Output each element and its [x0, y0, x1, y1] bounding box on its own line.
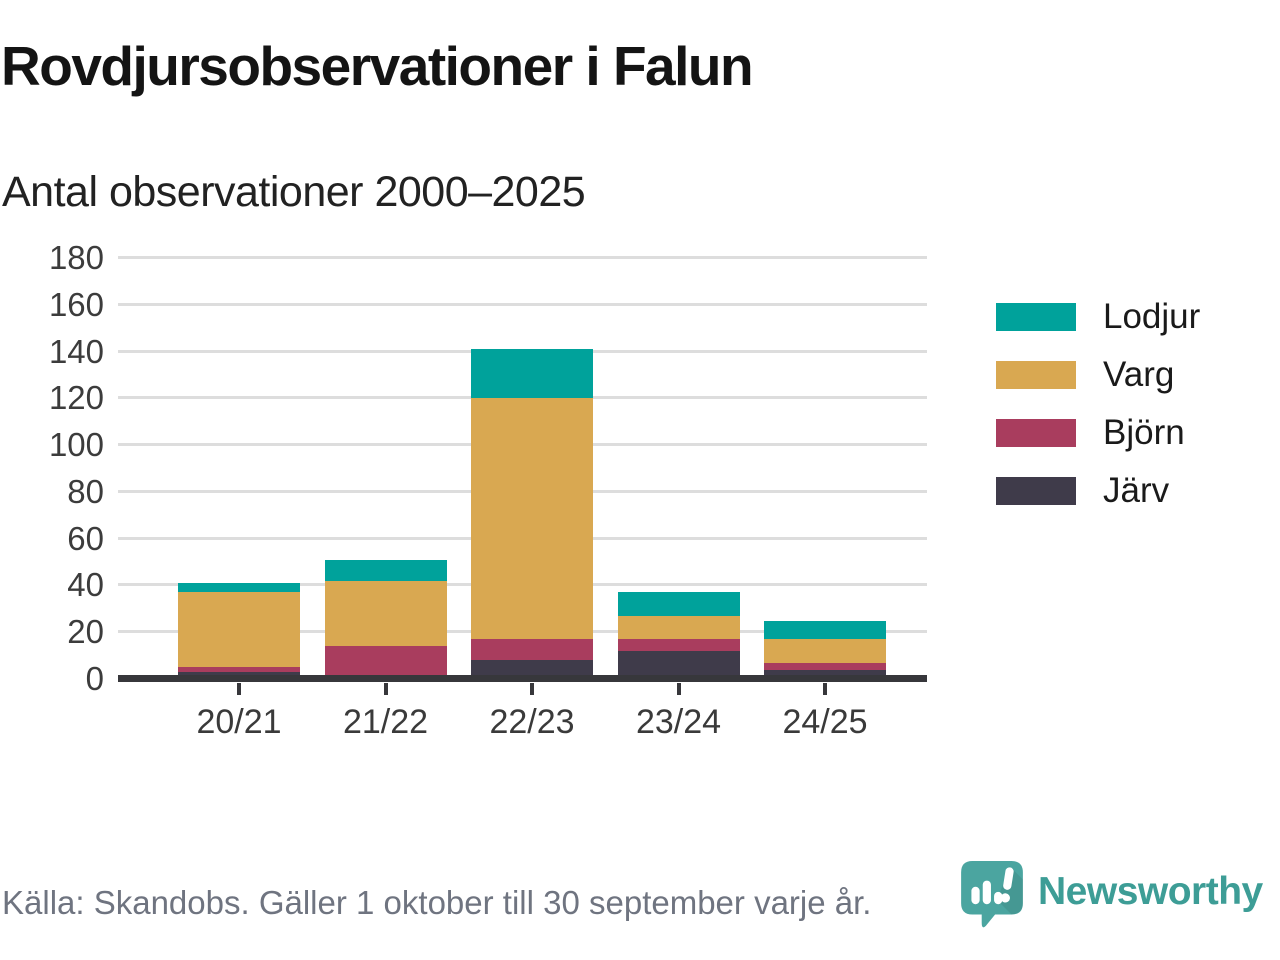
- y-axis-label: 120: [48, 379, 104, 417]
- bar-segment-björn-21-22: [324, 646, 447, 679]
- bar-segment-järv-24-25: [764, 669, 886, 679]
- bar-segment-björn-20-21: [178, 667, 300, 672]
- y-axis-label: 100: [48, 426, 104, 464]
- legend-swatch: [996, 477, 1076, 505]
- x-axis-label: 20/21: [196, 703, 282, 741]
- legend-item-järv: Järv: [996, 471, 1200, 510]
- legend-label: Lodjur: [1103, 297, 1201, 336]
- x-axis-label: 22/23: [489, 703, 575, 741]
- bar-segment-björn-22-23: [471, 639, 593, 661]
- x-axis-line: [118, 675, 927, 682]
- legend: Lodjur Varg Björn Järv: [996, 297, 1200, 535]
- bar-segment-varg-24-25: [764, 639, 886, 663]
- chart-title: Rovdjursobservationer i Falun: [1, 35, 754, 97]
- y-axis-label: 80: [67, 472, 104, 510]
- bar-segment-lodjur-22-23: [471, 349, 593, 399]
- source-note: Källa: Skandobs. Gäller 1 oktober till 3…: [2, 884, 872, 921]
- y-axis-label: 20: [67, 613, 104, 651]
- y-axis-label: 140: [48, 332, 104, 370]
- x-axis-tick: [237, 683, 241, 695]
- y-axis-label: 60: [67, 519, 104, 557]
- legend-swatch: [996, 303, 1076, 331]
- x-axis-label: 24/25: [782, 703, 868, 741]
- plot-area: 0 20 40 60 80 100 120 140 160 180 20/21 21/22 22/23 2…: [49, 239, 927, 741]
- y-axis-label: 160: [48, 285, 104, 323]
- bar-segment-lodjur-20-21: [178, 583, 300, 593]
- legend-swatch: [996, 419, 1076, 447]
- gridline: [118, 256, 927, 259]
- chart-subtitle: Antal observationer 2000–2025: [2, 168, 586, 216]
- y-axis-label: 40: [67, 566, 104, 604]
- legend-label: Varg: [1103, 355, 1175, 394]
- brand-wordmark: Newsworthy: [1038, 870, 1263, 913]
- y-axis-label: 180: [48, 239, 104, 276]
- newsworthy-logo-icon: [961, 861, 1023, 928]
- brand-footer: Newsworthy: [960, 860, 1263, 930]
- bar-segment-varg-22-23: [471, 398, 593, 640]
- x-axis-label: 23/24: [635, 703, 722, 741]
- y-axis-label: 0: [85, 660, 104, 697]
- bar-segment-lodjur-21-22: [324, 559, 447, 581]
- x-axis-tick: [823, 683, 827, 695]
- x-axis-label: 21/22: [342, 703, 429, 741]
- x-axis-tick: [383, 683, 388, 695]
- legend-swatch: [996, 361, 1076, 389]
- bar-segment-björn-23-24: [617, 639, 740, 651]
- legend-item-varg: Varg: [996, 355, 1200, 394]
- bar-segment-lodjur-23-24: [617, 592, 740, 616]
- bar-segment-björn-24-25: [764, 662, 886, 670]
- legend-item-björn: Björn: [996, 413, 1200, 452]
- bar-segment-lodjur-24-25: [764, 620, 886, 640]
- bar-segment-järv-23-24: [617, 650, 740, 679]
- legend-label: Björn: [1103, 413, 1185, 452]
- bar-segment-varg-21-22: [324, 580, 447, 647]
- bar-segment-järv-22-23: [471, 660, 593, 679]
- legend-item-lodjur: Lodjur: [996, 297, 1200, 336]
- gridline: [118, 302, 927, 306]
- legend-label: Järv: [1103, 471, 1170, 510]
- x-axis-tick: [676, 683, 681, 695]
- bar-segment-varg-23-24: [617, 615, 740, 640]
- x-axis-tick: [530, 683, 534, 695]
- bar-segment-varg-20-21: [178, 592, 300, 668]
